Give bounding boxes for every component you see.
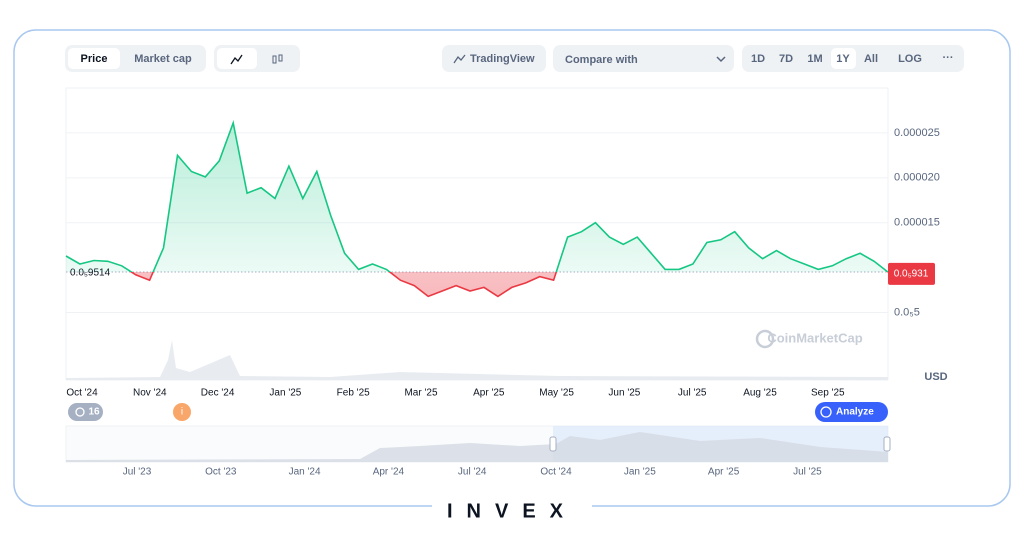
tv-icon [453,54,466,64]
events-badge[interactable] [68,403,103,421]
x-tick-label: Sep '25 [811,388,845,399]
x-tick-label: May '25 [539,388,574,399]
volume-area [66,340,888,380]
tradingview-button[interactable] [442,45,546,72]
navigator-area [66,432,888,462]
clock-icon [75,407,85,417]
navigator-handle[interactable] [549,436,557,452]
compare-label[interactable]: Compare with [565,54,638,66]
line-button[interactable] [217,48,257,69]
area-below [66,272,888,297]
range-button[interactable]: LOG [898,53,922,65]
brand: INVEX [447,500,577,522]
navigator-label: Jan '24 [289,467,321,478]
x-tick-label: Oct '24 [66,388,98,399]
analyze-label[interactable]: Analyze [836,407,874,418]
baseline-label: 0.0₅9514 [70,268,111,279]
x-tick-label: Feb '25 [337,388,370,399]
line-icon [230,54,243,65]
navigator-label: Jul '25 [793,467,822,478]
x-tick-label: Jan '25 [269,388,301,399]
tradingview-label[interactable]: TradingView [470,53,535,65]
navigator-label: Oct '23 [205,467,237,478]
brand-bg [432,498,592,538]
navigator-label: Jul '24 [458,467,487,478]
tab-active[interactable] [68,48,120,69]
range-button[interactable]: 1Y [836,53,850,65]
chevron [716,56,726,63]
range-button[interactable]: All [864,53,878,65]
tab[interactable]: Price [81,53,108,65]
navigator-label: Oct '24 [540,467,572,478]
info-icon[interactable]: i [181,407,183,418]
x-tick-label: Dec '24 [201,388,235,399]
navigator-label: Apr '25 [708,467,740,478]
y-tick-label: 0.0₅5 [894,306,920,318]
range-button[interactable]: 1D [751,53,765,65]
compare-dropdown[interactable] [553,45,734,72]
range-button[interactable]: 7D [779,53,793,65]
watermark: CoinMarketCap [767,330,862,345]
x-tick-label: Nov '24 [133,388,167,399]
area-above [66,123,888,273]
watermark-logo [755,329,775,349]
x-tick-label: Jul '25 [678,388,707,399]
currency: USD [924,371,947,383]
x-tick-label: Aug '25 [743,388,777,399]
price-tag-label: 0.0₅931 [894,268,929,279]
tab[interactable]: Market cap [134,53,192,65]
x-tick-label: Mar '25 [404,388,437,399]
analyze-button[interactable] [815,402,888,422]
range-button[interactable]: 1M [807,53,822,65]
more-button[interactable]: ··· [943,52,954,64]
price-line [65,120,889,273]
y-tick-label: 0.000025 [894,127,940,139]
x-tick-label: Apr '25 [473,388,505,399]
price-line-below [129,272,889,298]
navigator-label: Jul '23 [123,467,152,478]
range-active[interactable] [831,48,856,69]
candle-icon[interactable] [272,54,283,64]
y-tick-label: 0.000015 [894,217,940,229]
analyze-icon [820,406,832,418]
y-tick-label: 0.000020 [894,172,940,184]
price-tag [888,262,935,285]
navigator-label: Apr '24 [373,467,405,478]
x-tick-label: Jun '25 [608,388,640,399]
navigator-handle[interactable] [883,436,891,452]
events-count[interactable]: 16 [88,407,100,418]
navigator-label: Jan '25 [624,467,656,478]
info-badge[interactable] [173,403,191,421]
